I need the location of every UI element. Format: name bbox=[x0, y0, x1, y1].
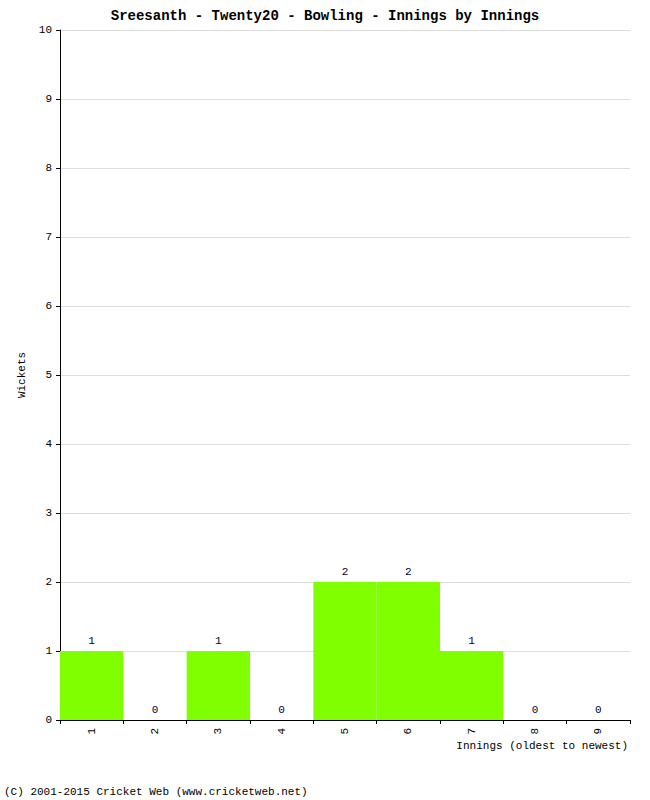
svg-text:2: 2 bbox=[149, 728, 161, 735]
svg-text:8: 8 bbox=[45, 162, 52, 174]
svg-text:Innings (oldest to newest): Innings (oldest to newest) bbox=[456, 740, 628, 752]
svg-text:5: 5 bbox=[339, 728, 351, 735]
svg-text:1: 1 bbox=[86, 728, 98, 735]
svg-text:3: 3 bbox=[45, 507, 52, 519]
svg-text:3: 3 bbox=[212, 728, 224, 735]
svg-text:1: 1 bbox=[215, 635, 222, 647]
svg-text:8: 8 bbox=[529, 728, 541, 735]
svg-text:1: 1 bbox=[45, 645, 52, 657]
svg-text:6: 6 bbox=[45, 300, 52, 312]
svg-text:9: 9 bbox=[45, 93, 52, 105]
svg-text:2: 2 bbox=[342, 566, 349, 578]
svg-text:1: 1 bbox=[88, 635, 95, 647]
svg-text:2: 2 bbox=[405, 566, 412, 578]
svg-text:5: 5 bbox=[45, 369, 52, 381]
svg-text:4: 4 bbox=[276, 728, 288, 735]
svg-text:0: 0 bbox=[595, 704, 602, 716]
svg-text:10: 10 bbox=[39, 24, 52, 36]
svg-text:0: 0 bbox=[532, 704, 539, 716]
svg-text:4: 4 bbox=[45, 438, 52, 450]
svg-text:2: 2 bbox=[45, 576, 52, 588]
svg-text:(C) 2001-2015 Cricket Web (www: (C) 2001-2015 Cricket Web (www.cricketwe… bbox=[4, 786, 308, 798]
svg-text:Wickets: Wickets bbox=[16, 352, 28, 398]
svg-text:Sreesanth - Twenty20 - Bowling: Sreesanth - Twenty20 - Bowling - Innings… bbox=[111, 8, 539, 24]
svg-text:0: 0 bbox=[45, 714, 52, 726]
svg-text:0: 0 bbox=[152, 704, 159, 716]
svg-text:7: 7 bbox=[466, 728, 478, 735]
svg-text:0: 0 bbox=[278, 704, 285, 716]
svg-text:1: 1 bbox=[468, 635, 475, 647]
svg-text:6: 6 bbox=[402, 728, 414, 735]
svg-text:7: 7 bbox=[45, 231, 52, 243]
svg-text:9: 9 bbox=[592, 728, 604, 735]
